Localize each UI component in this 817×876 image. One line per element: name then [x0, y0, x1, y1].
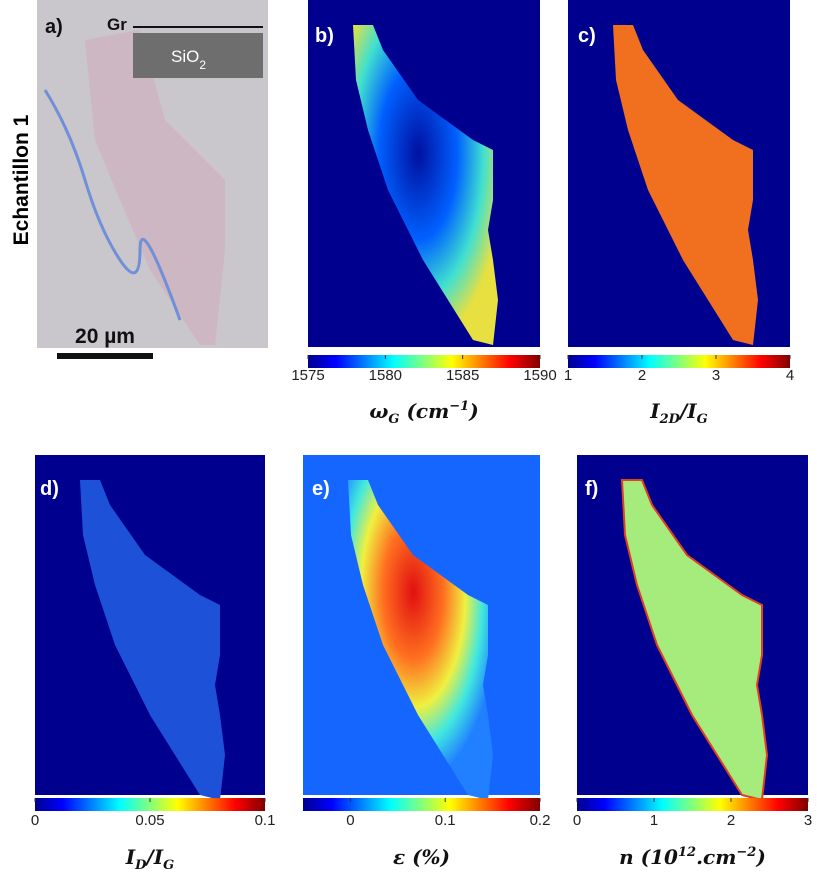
- label-part: G: [697, 412, 708, 427]
- label-part: G: [163, 858, 174, 873]
- tick-label: 3: [804, 812, 812, 829]
- label-part: n: [619, 845, 634, 869]
- panel-letter: b): [315, 25, 334, 47]
- panel-letter: c): [578, 25, 596, 47]
- label-part: I: [125, 845, 136, 869]
- tick-label: 2: [727, 812, 735, 829]
- axis-label: I2D/IG: [649, 399, 707, 427]
- axis-label: ID/IG: [125, 845, 174, 873]
- inset-text: SiO: [171, 47, 199, 66]
- label-part: D: [134, 858, 147, 873]
- scale-label: 20 µm: [75, 325, 135, 348]
- tick-label: 0.1: [435, 812, 456, 829]
- colorbar: [577, 798, 808, 811]
- tick-label: 0.05: [135, 812, 164, 829]
- inset-label: Gr: [107, 15, 127, 34]
- tick-label: 0.2: [530, 812, 551, 829]
- inset-sub: 2: [199, 58, 206, 72]
- tick-label: 1590: [523, 367, 556, 384]
- label-part: ω: [369, 399, 388, 423]
- tick-label: 0: [31, 812, 39, 829]
- inset-label: SiO2: [171, 47, 206, 72]
- colorbar: [303, 798, 540, 811]
- side-label: Echantillon 1: [10, 114, 33, 245]
- label-part: /I: [144, 845, 163, 869]
- panel-letter: d): [40, 478, 59, 500]
- axis-label: ε (%): [393, 845, 450, 869]
- axis-label: n (1012.cm−2): [619, 845, 766, 869]
- label-part: 12: [678, 845, 696, 860]
- panel-letter: f): [585, 478, 598, 500]
- label-part: ε: [393, 845, 405, 869]
- scale-bar: [57, 353, 153, 359]
- colorbar: [308, 355, 540, 368]
- label-part: I: [649, 399, 660, 423]
- label-part: 2D: [659, 412, 681, 427]
- label-part: (10: [634, 845, 678, 869]
- axis-label: ωG (cm−1): [369, 399, 478, 427]
- tick-label: 4: [786, 367, 794, 384]
- tick-label: 1575: [291, 367, 324, 384]
- tick-label: 0: [346, 812, 354, 829]
- flake: [85, 30, 225, 345]
- tick-label: 1: [650, 812, 658, 829]
- colorbar: [35, 798, 265, 811]
- tick-label: 3: [712, 367, 720, 384]
- tick-label: 1: [564, 367, 572, 384]
- tick-label: 0: [573, 812, 581, 829]
- label-part: .cm: [696, 845, 736, 869]
- panel-letter: a): [45, 16, 63, 38]
- panel-letter: e): [312, 478, 330, 500]
- inset-box: [133, 33, 263, 78]
- tick-label: 1585: [446, 367, 479, 384]
- label-part: /I: [678, 399, 697, 423]
- label-part: ): [468, 399, 478, 423]
- label-part: ): [755, 845, 765, 869]
- label-part: (cm: [399, 399, 449, 423]
- tick-label: 2: [638, 367, 646, 384]
- label-part: −2: [736, 845, 756, 860]
- tick-label: 1580: [369, 367, 402, 384]
- tick-label: 0.1: [255, 812, 276, 829]
- edge: [43, 89, 182, 321]
- label-part: −1: [449, 399, 469, 414]
- label-part: G: [388, 412, 399, 427]
- colorbar: [568, 355, 790, 368]
- label-part: (%): [405, 845, 450, 869]
